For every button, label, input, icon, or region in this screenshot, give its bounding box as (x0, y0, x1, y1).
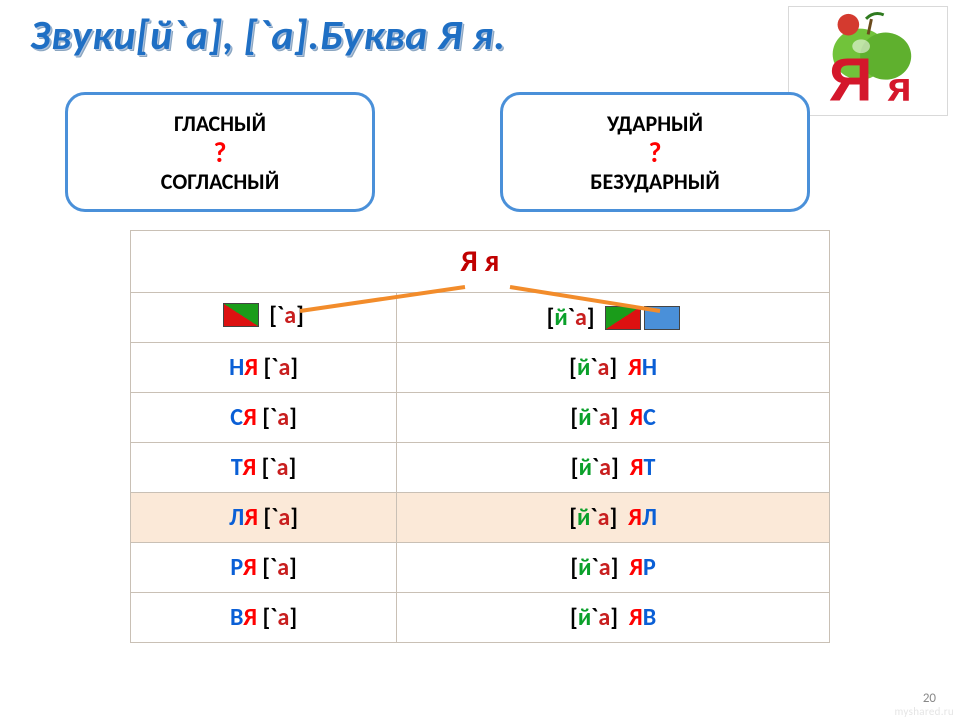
watermark: myshared.ru (895, 705, 954, 718)
cell-right: [й`а] ЯН (397, 343, 830, 393)
box-left-top: ГЛАСНЫЙ (68, 110, 372, 137)
letter-card: Я я (788, 6, 948, 116)
box-right-q: ? (503, 135, 807, 170)
cell-right: [й`а] ЯТ (397, 443, 830, 493)
box-right-bottom: БЕЗУДАРНЫЙ (503, 168, 807, 195)
cell-left: СЯ [`а] (131, 393, 397, 443)
card-big-letter: Я (829, 45, 873, 113)
table-row: ВЯ [`а][й`а] ЯВ (131, 593, 830, 643)
box-left-q: ? (68, 135, 372, 170)
table-row: НЯ [`а][й`а] ЯН (131, 343, 830, 393)
box-left-bottom: СОГЛАСНЫЙ (68, 168, 372, 195)
table-row: РЯ [`а][й`а] ЯР (131, 543, 830, 593)
cell-right: [й`а] ЯЛ (397, 493, 830, 543)
card-small-letter: я (887, 63, 912, 109)
table-header-text: Я я (461, 243, 500, 280)
title-text: Звуки[й`а], [`а].Буква Я я. (30, 10, 506, 61)
subheader-right: [й`а] (397, 293, 830, 343)
syllable-table: Я я [`а] [й`а] (130, 230, 830, 643)
cell-right: [й`а] ЯВ (397, 593, 830, 643)
table-row: ТЯ [`а][й`а] ЯТ (131, 443, 830, 493)
category-box-stress: УДАРНЫЙ ? БЕЗУДАРНЫЙ (500, 92, 810, 212)
cell-left: РЯ [`а] (131, 543, 397, 593)
table-row: ЛЯ [`а][й`а] ЯЛ (131, 493, 830, 543)
cell-left: ТЯ [`а] (131, 443, 397, 493)
color-square-blue (644, 306, 680, 330)
letter-card-svg: Я я (789, 7, 947, 115)
category-box-vowel: ГЛАСНЫЙ ? СОГЛАСНЫЙ (65, 92, 375, 212)
cell-left: ВЯ [`а] (131, 593, 397, 643)
color-square-red-green (223, 303, 259, 327)
table-header-row: Я я (131, 231, 830, 293)
color-square-green-red (605, 306, 641, 330)
cell-left: ЛЯ [`а] (131, 493, 397, 543)
cell-right: [й`а] ЯС (397, 393, 830, 443)
table-header-cell: Я я (131, 231, 830, 293)
box-right-top: УДАРНЫЙ (503, 110, 807, 137)
cell-right: [й`а] ЯР (397, 543, 830, 593)
page-number: 20 (923, 691, 936, 706)
table-row: СЯ [`а][й`а] ЯС (131, 393, 830, 443)
table-subheader-row: [`а] [й`а] (131, 293, 830, 343)
subheader-left: [`а] (131, 293, 397, 343)
cell-left: НЯ [`а] (131, 343, 397, 393)
page-title: Звуки[й`а], [`а].Буква Я я. (30, 10, 506, 61)
